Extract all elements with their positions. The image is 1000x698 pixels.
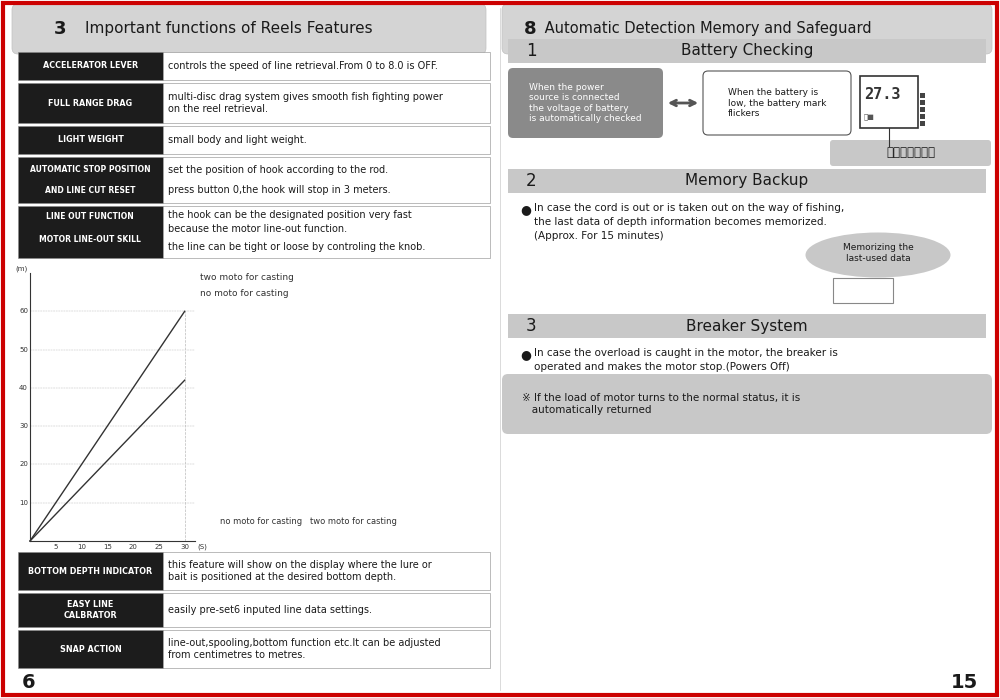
Text: 10: 10: [77, 544, 86, 550]
Text: AUTOMATIC STOP POSITION: AUTOMATIC STOP POSITION: [30, 165, 150, 174]
Text: BOTTOM DEPTH INDICATOR: BOTTOM DEPTH INDICATOR: [28, 567, 153, 575]
Bar: [163, 593, 490, 627]
Text: EASY LINE
CALBRATOR: EASY LINE CALBRATOR: [64, 600, 117, 620]
Bar: [18, 157, 163, 203]
Text: 6: 6: [22, 674, 36, 692]
FancyBboxPatch shape: [502, 4, 992, 54]
Bar: [163, 206, 490, 258]
Text: 15: 15: [951, 674, 978, 692]
Bar: [508, 169, 986, 193]
Bar: [163, 83, 490, 123]
Bar: [920, 107, 925, 112]
Text: Memorizing the
last-used data: Memorizing the last-used data: [843, 244, 913, 262]
Text: controls the speed of line retrieval.From 0 to 8.0 is OFF.: controls the speed of line retrieval.Fro…: [168, 61, 438, 71]
Text: because the motor line-out function.: because the motor line-out function.: [168, 224, 347, 235]
Bar: [163, 157, 490, 203]
Text: two moto for casting: two moto for casting: [200, 274, 294, 283]
Text: ●: ●: [520, 203, 531, 216]
Bar: [163, 552, 490, 590]
Text: ※ If the load of motor turns to the normal status, it is
   automatically return: ※ If the load of motor turns to the norm…: [522, 393, 800, 415]
Bar: [163, 52, 490, 80]
Text: ●: ●: [520, 348, 531, 361]
Bar: [18, 52, 163, 80]
Text: the line can be tight or loose by controling the knob.: the line can be tight or loose by contro…: [168, 242, 425, 251]
Text: When the battery is
low, the battery mark
flickers: When the battery is low, the battery mar…: [728, 88, 826, 118]
Text: MOTOR LINE-OUT SKILL: MOTOR LINE-OUT SKILL: [39, 235, 141, 244]
Text: small body and light weight.: small body and light weight.: [168, 135, 307, 145]
Text: 60: 60: [19, 309, 28, 314]
FancyBboxPatch shape: [703, 71, 851, 135]
Text: 2: 2: [526, 172, 537, 190]
Text: Memory Backup: Memory Backup: [685, 174, 809, 188]
Text: LINE OUT FUNCTION: LINE OUT FUNCTION: [46, 212, 134, 221]
Bar: [920, 114, 925, 119]
Bar: [18, 630, 163, 668]
Bar: [163, 126, 490, 154]
Text: Ⓢ■: Ⓢ■: [864, 113, 875, 120]
Bar: [860, 76, 918, 128]
Text: AND LINE CUT RESET: AND LINE CUT RESET: [45, 186, 135, 195]
FancyBboxPatch shape: [502, 374, 992, 434]
Text: no moto for casting: no moto for casting: [200, 288, 289, 297]
Text: operated and makes the motor stop.(Powers Off): operated and makes the motor stop.(Power…: [534, 362, 790, 372]
Bar: [920, 121, 925, 126]
FancyBboxPatch shape: [12, 4, 486, 54]
Bar: [920, 93, 925, 98]
Text: 1: 1: [526, 42, 537, 60]
Text: 20: 20: [129, 544, 138, 550]
Bar: [920, 100, 925, 105]
Text: the last data of depth information becomes memorized.: the last data of depth information becom…: [534, 217, 827, 227]
Text: 15: 15: [103, 544, 112, 550]
FancyBboxPatch shape: [508, 68, 663, 138]
Text: press button 0,the hook will stop in 3 meters.: press button 0,the hook will stop in 3 m…: [168, 185, 391, 195]
Text: 3: 3: [54, 20, 66, 38]
Text: two moto for casting: two moto for casting: [310, 517, 397, 526]
Text: 3: 3: [526, 317, 537, 335]
Bar: [508, 314, 986, 338]
Text: 20: 20: [19, 461, 28, 468]
Text: 10: 10: [19, 500, 28, 506]
Text: 30: 30: [180, 544, 189, 550]
Text: SNAP ACTION: SNAP ACTION: [60, 644, 121, 653]
Text: 27.3: 27.3: [864, 87, 900, 102]
Ellipse shape: [806, 232, 950, 278]
Bar: [18, 126, 163, 154]
Text: no moto for casting: no moto for casting: [220, 517, 302, 526]
Text: Battery Checking: Battery Checking: [681, 43, 813, 59]
Bar: [508, 39, 986, 63]
Text: Important functions of Reels Features: Important functions of Reels Features: [85, 22, 373, 36]
Text: LIGHT WEIGHT: LIGHT WEIGHT: [58, 135, 123, 144]
Text: In case the overload is caught in the motor, the breaker is: In case the overload is caught in the mo…: [534, 348, 838, 358]
Bar: [18, 552, 163, 590]
Text: line-out,spooling,bottom function etc.It can be adjusted
from centimetres to met: line-out,spooling,bottom function etc.It…: [168, 638, 441, 660]
Text: (S): (S): [197, 544, 207, 551]
Text: Automatic Detection Memory and Safeguard: Automatic Detection Memory and Safeguard: [540, 22, 872, 36]
Text: Breaker System: Breaker System: [686, 318, 808, 334]
Text: set the position of hook according to the rod.: set the position of hook according to th…: [168, 165, 388, 175]
Text: (Approx. For 15 minutes): (Approx. For 15 minutes): [534, 231, 664, 241]
Text: this feature will show on the display where the lure or
bait is positioned at th: this feature will show on the display wh…: [168, 560, 432, 582]
FancyBboxPatch shape: [830, 140, 991, 166]
Text: 25: 25: [155, 544, 163, 550]
Bar: [18, 206, 163, 258]
Bar: [163, 630, 490, 668]
Text: multi-disc drag system gives smooth fish fighting power
on the reel retrieval.: multi-disc drag system gives smooth fish…: [168, 92, 443, 114]
Text: easily pre-set6 inputed line data settings.: easily pre-set6 inputed line data settin…: [168, 605, 372, 615]
Text: ACCELERATOR LEVER: ACCELERATOR LEVER: [43, 61, 138, 70]
Text: the hook can be the designated position very fast: the hook can be the designated position …: [168, 210, 412, 221]
Bar: [833, 278, 893, 303]
Text: 8: 8: [524, 20, 536, 38]
Bar: [18, 83, 163, 123]
Text: 5: 5: [54, 544, 58, 550]
Text: When the power
source is connected
the voltage of battery
is automatically check: When the power source is connected the v…: [529, 83, 641, 123]
Text: 电压不足时闪显: 电压不足时闪显: [887, 147, 936, 160]
Text: FULL RANGE DRAG: FULL RANGE DRAG: [48, 98, 133, 107]
Text: 30: 30: [19, 423, 28, 429]
Text: In case the cord is out or is taken out on the way of fishing,: In case the cord is out or is taken out …: [534, 203, 844, 213]
Text: 40: 40: [19, 385, 28, 391]
Text: (m): (m): [16, 265, 28, 272]
Text: 50: 50: [19, 347, 28, 352]
Bar: [18, 593, 163, 627]
